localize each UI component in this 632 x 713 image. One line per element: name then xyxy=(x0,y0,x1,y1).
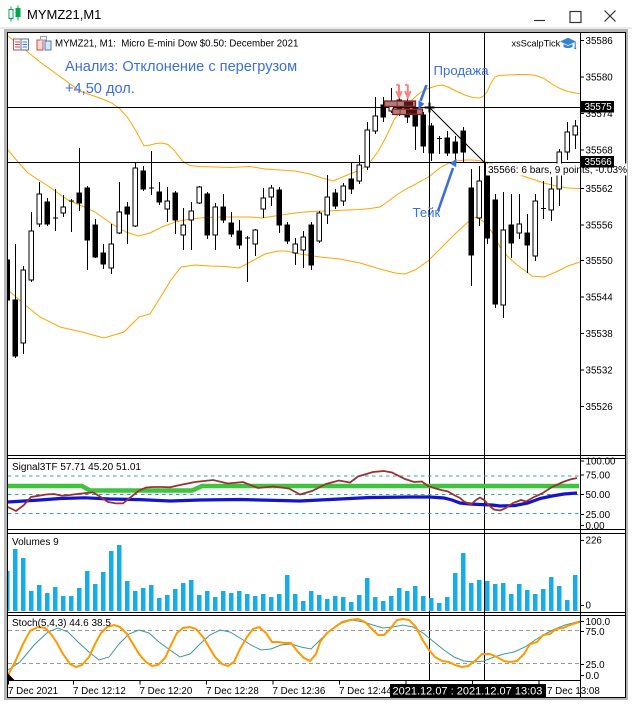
svg-text:226: 226 xyxy=(586,536,603,547)
svg-text:75.00: 75.00 xyxy=(586,471,611,482)
svg-text:35538: 35538 xyxy=(586,329,614,340)
svg-text:100.00: 100.00 xyxy=(586,457,617,468)
svg-text:35562: 35562 xyxy=(586,184,613,195)
svg-text:7 Dec 12:12: 7 Dec 12:12 xyxy=(73,686,126,697)
svg-text:Анализ: Отклонение с перегрузо: Анализ: Отклонение с перегрузом xyxy=(65,59,297,75)
svg-text:35550: 35550 xyxy=(586,256,614,267)
svg-text:25.0: 25.0 xyxy=(586,660,606,671)
svg-text:50.00: 50.00 xyxy=(586,490,611,501)
svg-text:2021.12.07 : 2021.12.07 13:03: 2021.12.07 : 2021.12.07 13:03 xyxy=(393,686,543,698)
svg-text:100.0: 100.0 xyxy=(586,617,611,628)
svg-text:Volumes 9: Volumes 9 xyxy=(12,537,59,548)
svg-text:MYMZ21, M1: Micro E-mini Dow: MYMZ21, M1: Micro E-mini Dow $0.50: Dece… xyxy=(55,39,298,50)
svg-text:35580: 35580 xyxy=(586,73,614,84)
svg-text:0.0: 0.0 xyxy=(586,671,600,682)
svg-text:25.00: 25.00 xyxy=(586,510,611,521)
svg-text:Тейк: Тейк xyxy=(413,205,441,220)
svg-text:7 Dec 12:44: 7 Dec 12:44 xyxy=(339,686,392,697)
svg-text:35544: 35544 xyxy=(586,293,614,304)
svg-text:35586: 35586 xyxy=(586,36,614,47)
svg-text:35566: 6 bars, 9 points, -0.03: 35566: 6 bars, 9 points, -0.03% xyxy=(488,165,627,176)
svg-text:75.0: 75.0 xyxy=(586,627,606,638)
svg-text:Signal3TF 57.71 45.20 51.01: Signal3TF 57.71 45.20 51.01 xyxy=(12,462,141,473)
svg-text:7 Dec 12:36: 7 Dec 12:36 xyxy=(273,686,326,697)
svg-text:0: 0 xyxy=(586,601,592,612)
svg-text:+4,50 дол.: +4,50 дол. xyxy=(65,81,135,97)
svg-text:7 Dec 12:20: 7 Dec 12:20 xyxy=(140,686,193,697)
svg-text:35526: 35526 xyxy=(586,402,614,413)
svg-text:Продажа: Продажа xyxy=(434,63,490,78)
svg-text:35556: 35556 xyxy=(586,221,614,232)
svg-text:35575: 35575 xyxy=(585,102,613,113)
svg-text:xsScalpTick: xsScalpTick xyxy=(512,39,561,49)
svg-text:MYMZ21,M1: MYMZ21,M1 xyxy=(27,7,101,22)
svg-text:7 Dec 13:08: 7 Dec 13:08 xyxy=(547,686,600,697)
svg-text:7 Dec 12:28: 7 Dec 12:28 xyxy=(206,686,259,697)
svg-text:7 Dec 2021: 7 Dec 2021 xyxy=(8,686,58,697)
svg-text:35574: 35574 xyxy=(586,109,614,120)
svg-text:35566: 35566 xyxy=(585,157,613,168)
svg-text:Stoch(5,4,3) 44.6 38.5: Stoch(5,4,3) 44.6 38.5 xyxy=(12,618,111,629)
svg-text:35568: 35568 xyxy=(586,146,614,157)
svg-text:0.00: 0.00 xyxy=(586,521,606,532)
svg-text:35532: 35532 xyxy=(586,366,613,377)
